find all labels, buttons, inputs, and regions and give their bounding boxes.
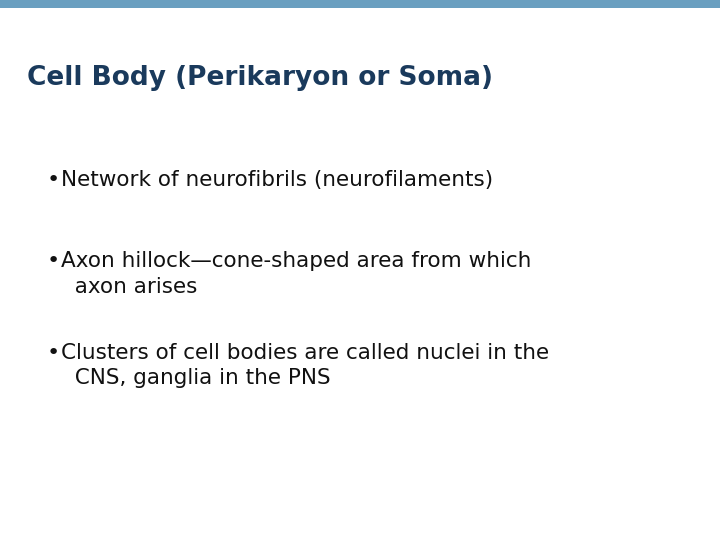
- Text: Axon hillock—cone-shaped area from which
  axon arises: Axon hillock—cone-shaped area from which…: [61, 251, 531, 296]
- Text: Cell Body (Perikaryon or Soma): Cell Body (Perikaryon or Soma): [27, 65, 493, 91]
- Text: Network of neurofibrils (neurofilaments): Network of neurofibrils (neurofilaments): [61, 170, 493, 190]
- Text: Clusters of cell bodies are called nuclei in the
  CNS, ganglia in the PNS: Clusters of cell bodies are called nucle…: [61, 343, 549, 388]
- Text: •: •: [47, 343, 60, 363]
- Bar: [0, 0, 720, 8]
- Text: •: •: [47, 251, 60, 271]
- Text: •: •: [47, 170, 60, 190]
